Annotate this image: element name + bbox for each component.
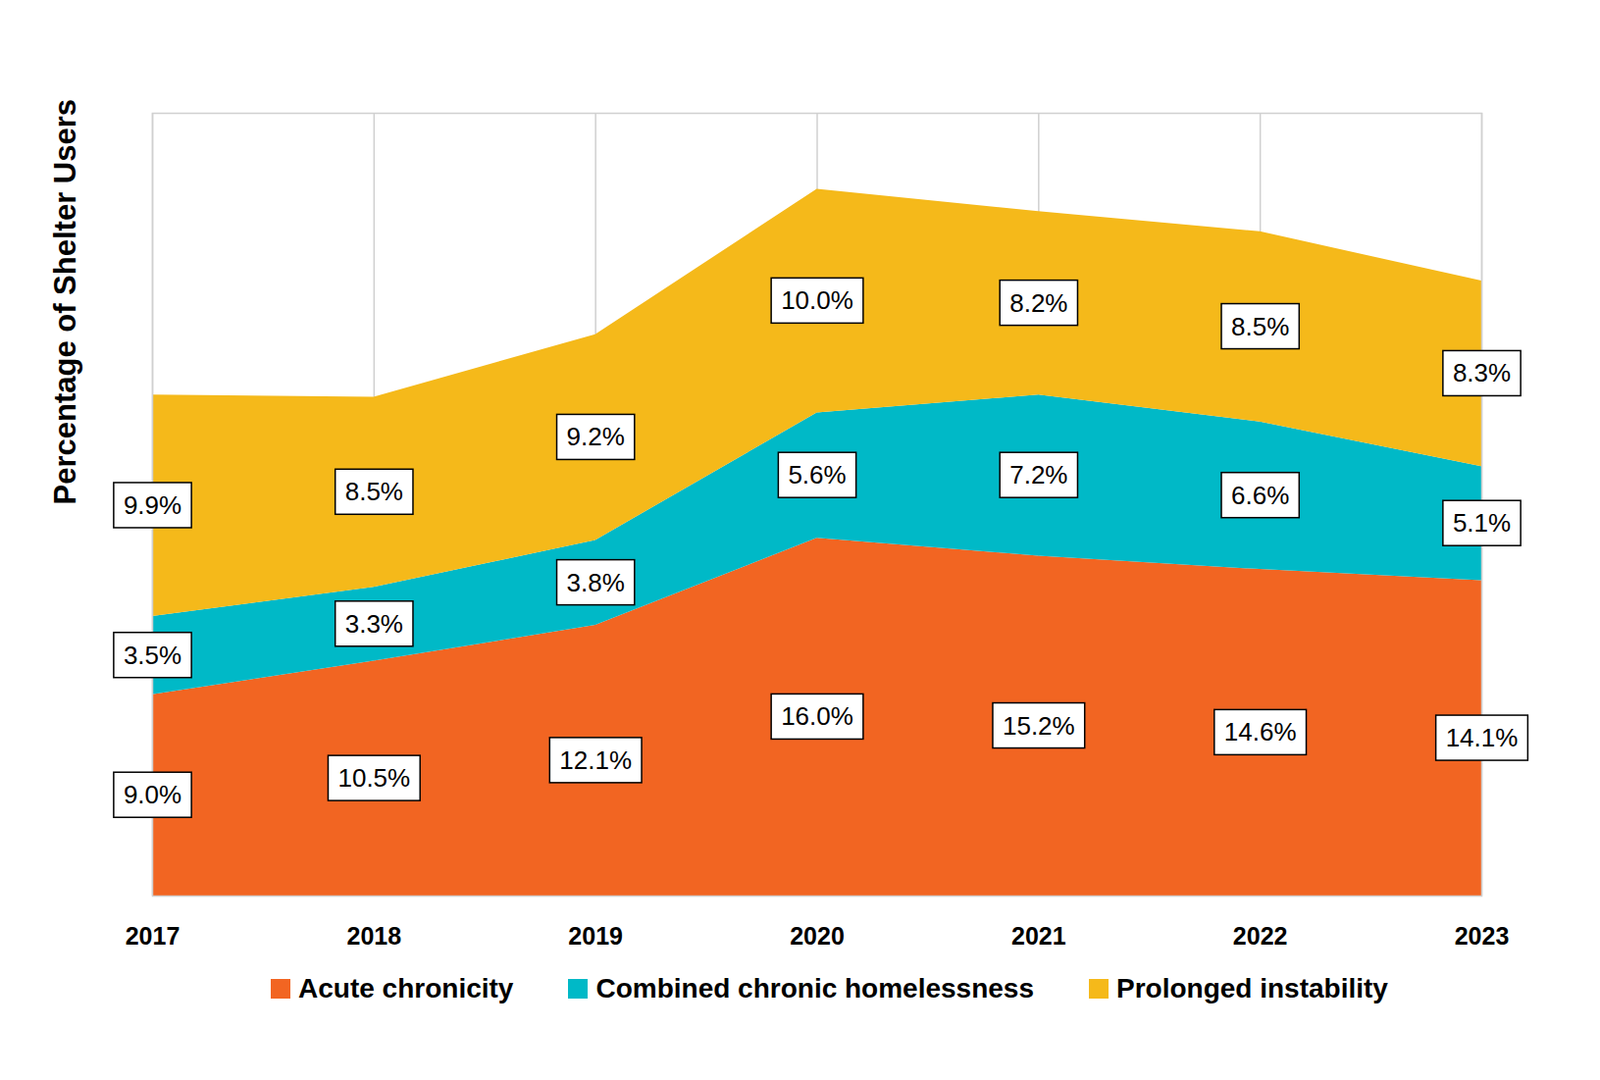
svg-text:7.2%: 7.2%	[1009, 460, 1068, 490]
html-text:Prolonged instability: Prolonged instability	[1116, 973, 1389, 1004]
svg-text:3.5%: 3.5%	[123, 640, 182, 671]
svg-text:2017: 2017	[125, 922, 181, 950]
svg-text:3.3%: 3.3%	[345, 609, 404, 639]
svg-text:Percentage of Shelter Users: Percentage of Shelter Users	[48, 99, 83, 506]
html-text:Acute chronicity: Acute chronicity	[298, 973, 514, 1004]
svg-text:8.2%: 8.2%	[1009, 288, 1068, 318]
svg-text:15.2%: 15.2%	[1002, 711, 1076, 741]
svg-text:2019: 2019	[567, 922, 623, 950]
svg-text:14.6%: 14.6%	[1224, 717, 1297, 747]
svg-text:6.6%: 6.6%	[1231, 480, 1290, 511]
svg-text:9.2%: 9.2%	[567, 421, 625, 452]
svg-text:8.5%: 8.5%	[345, 476, 404, 507]
svg-text:12.1%: 12.1%	[559, 745, 632, 775]
svg-text:8.5%: 8.5%	[1231, 311, 1290, 342]
svg-text:5.1%: 5.1%	[1452, 508, 1511, 538]
svg-text:2023: 2023	[1454, 922, 1510, 950]
svg-text:16.0%: 16.0%	[780, 701, 854, 731]
svg-text:2022: 2022	[1233, 922, 1289, 950]
svg-text:3.8%: 3.8%	[567, 567, 625, 598]
svg-text:9.0%: 9.0%	[123, 779, 182, 810]
svg-text:2020: 2020	[789, 922, 845, 950]
svg-text:2021: 2021	[1011, 922, 1067, 950]
svg-text:10.5%: 10.5%	[337, 763, 411, 793]
svg-text:2018: 2018	[347, 922, 403, 950]
svg-text:8.3%: 8.3%	[1452, 358, 1511, 388]
html-text:Combined chronic homelessness: Combined chronic homelessness	[595, 973, 1034, 1004]
svg-text:10.0%: 10.0%	[780, 285, 854, 315]
svg-text:5.6%: 5.6%	[787, 460, 846, 490]
svg-text:9.9%: 9.9%	[123, 490, 182, 520]
svg-text:14.1%: 14.1%	[1445, 722, 1519, 753]
